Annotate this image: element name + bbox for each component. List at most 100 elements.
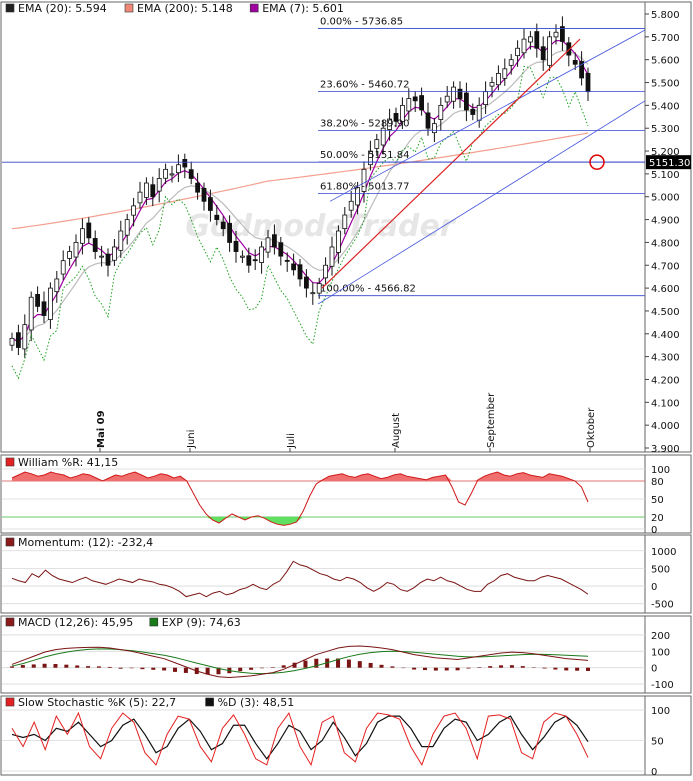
y-tick-label: 5.000 — [651, 193, 680, 204]
y-tick-label: 0 — [651, 525, 657, 536]
watermark: GodmodeTrader — [185, 209, 456, 244]
marker-circle — [589, 154, 605, 170]
candle-body — [387, 118, 393, 130]
legend-swatch — [124, 3, 134, 13]
y-tick-label: 0 — [651, 582, 657, 593]
candle-body — [182, 158, 188, 168]
legend-label: MACD (12,26): 45,95 — [18, 616, 133, 629]
candle-body — [284, 259, 290, 262]
candle-body — [118, 230, 124, 251]
macd-histogram-bar — [173, 667, 178, 672]
y-tick-label: 5.200 — [651, 147, 680, 158]
candle-body — [86, 222, 92, 239]
candle-body — [470, 108, 476, 115]
macd-histogram-bar — [520, 666, 525, 668]
panel-frame — [0, 615, 692, 694]
candle-body — [131, 205, 137, 216]
y-tick-label: 50 — [651, 495, 664, 506]
last-price-box — [646, 155, 691, 170]
x-tick-label: August — [391, 413, 402, 448]
candle-body — [508, 59, 514, 66]
macd-histogram-bar — [499, 665, 504, 668]
candle-body — [476, 104, 482, 121]
candle-body — [60, 260, 66, 275]
legend-swatch — [5, 457, 15, 467]
y-tick-label: 4.800 — [651, 238, 680, 249]
legend-label: EMA (20): 5.594 — [18, 2, 107, 15]
macd-histogram-bar — [412, 667, 417, 670]
y-tick-label: 100 — [651, 647, 670, 658]
y-tick-label: 50 — [651, 737, 664, 748]
macd-histogram-bar — [553, 667, 558, 670]
candle-body — [495, 72, 501, 86]
y-tick-label: 0 — [651, 664, 657, 675]
candle-body — [566, 42, 572, 56]
ema-200-line — [11, 132, 589, 230]
macd-histogram-bar — [314, 658, 319, 668]
candle-body — [489, 82, 495, 87]
legend-swatch — [5, 617, 15, 627]
macd-histogram-bar — [31, 664, 36, 668]
candle-body — [271, 234, 277, 248]
momentum-panel: 1000 500 0 -500 — [2, 547, 676, 611]
macd-histogram-bar — [444, 667, 449, 671]
legend-label: %D (3): 48,51 — [218, 696, 295, 709]
candle-body — [515, 47, 520, 57]
y-tick-label: -500 — [651, 600, 674, 611]
y-tick-label: 20 — [651, 513, 664, 524]
macd-histogram-bar — [107, 666, 112, 668]
candle-body — [560, 26, 565, 42]
candle-body — [528, 36, 533, 43]
candle-body — [374, 139, 380, 149]
y-tick-label: 1000 — [651, 547, 676, 558]
macd-histogram-bar — [75, 665, 80, 668]
trend-line-red — [321, 38, 581, 289]
candle-body — [438, 104, 444, 120]
candle-body — [246, 255, 252, 266]
macd-histogram-bar — [477, 667, 482, 668]
candle-body — [342, 214, 348, 229]
candle-body — [239, 255, 245, 258]
overbought-fill — [12, 472, 588, 481]
macd-panel: 200 100 0 -100 — [2, 631, 674, 691]
candle-body — [35, 294, 40, 307]
macd-histogram-bar — [390, 666, 395, 668]
y-tick-label: 5.100 — [651, 170, 680, 181]
candle-body — [316, 283, 322, 294]
candle-body — [451, 86, 457, 102]
candle-body — [124, 219, 130, 236]
legend-swatch — [149, 617, 159, 627]
macd-histogram-bar — [140, 667, 145, 670]
last-price-label: 5151.30 — [649, 158, 690, 169]
candle-body — [99, 255, 104, 258]
candle-body — [214, 214, 220, 220]
legend-swatch — [205, 697, 214, 707]
macd-histogram-bar — [368, 662, 373, 668]
candle-body — [175, 164, 181, 174]
legend-swatch — [5, 697, 15, 707]
candle-body — [310, 292, 316, 295]
legend-label: William %R: 41,15 — [18, 456, 118, 469]
macd-histogram-bar — [118, 667, 123, 669]
candle-body — [329, 246, 335, 267]
macd-histogram-bar — [270, 667, 275, 668]
legend-label: EMA (7): 5.601 — [262, 2, 344, 15]
candle-body — [80, 228, 85, 244]
y-tick-label: 4.700 — [651, 261, 680, 272]
fib-label: 50.00% - 5151.84 — [320, 150, 409, 161]
candle-body — [348, 200, 354, 211]
macd-histogram-bar — [586, 667, 590, 671]
candle-body — [502, 68, 508, 79]
candle-body — [220, 221, 226, 230]
stochastic-panel: 100 50 0 — [2, 706, 670, 778]
candle-body — [48, 287, 53, 320]
macd-histogram-bar — [433, 667, 438, 671]
candle-body — [367, 150, 373, 166]
y-tick-label: 4.000 — [651, 421, 680, 432]
candle-body — [105, 253, 111, 266]
trend-line — [329, 29, 646, 202]
macd-histogram-bar — [42, 663, 47, 668]
candle-body — [303, 276, 309, 289]
candle-body — [585, 72, 591, 93]
